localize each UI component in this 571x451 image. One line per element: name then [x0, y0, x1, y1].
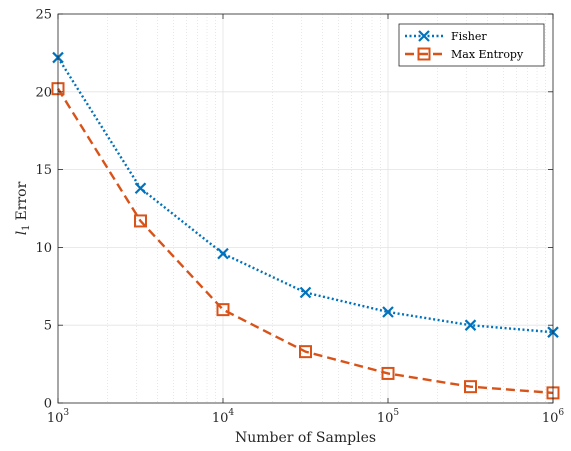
y-tick-label: 5 — [44, 319, 52, 334]
x-tick-label: 104 — [212, 408, 235, 426]
x-tick-label: 106 — [542, 408, 565, 426]
data-point — [134, 182, 147, 195]
series-2 — [51, 82, 560, 400]
data-point-stroke — [382, 306, 394, 318]
data-point — [464, 319, 477, 331]
data-point-stroke — [299, 286, 312, 299]
legend-entry: Max Entropy — [405, 47, 524, 61]
data-point-stroke — [134, 182, 147, 195]
series-line — [56, 88, 554, 395]
data-point-stroke — [464, 319, 477, 331]
y-axis-label-subscript: 1 — [21, 224, 32, 230]
plot-frame — [57, 13, 554, 404]
y-tick-label: 25 — [35, 8, 52, 23]
data-point — [417, 47, 431, 61]
data-point — [382, 306, 394, 318]
x-tick-label: 105 — [377, 408, 400, 426]
data-point — [381, 366, 395, 380]
y-tick-label: 10 — [35, 241, 52, 256]
data-point — [216, 303, 230, 317]
data-point — [217, 247, 229, 260]
series-layer — [51, 51, 560, 400]
y-tick-label: 20 — [35, 85, 52, 100]
y-axis-label-text: Error — [14, 181, 30, 220]
legend-entry: Fisher — [405, 30, 487, 43]
data-point — [133, 214, 147, 228]
axis-ticks: 103 104 105 106 0 5 10 15 20 25 — [35, 8, 564, 427]
y-axis-label-symbol: l — [14, 231, 30, 235]
data-point-stroke — [418, 30, 430, 42]
x-axis-label: Number of Samples — [235, 430, 376, 446]
y-axis-label: l1 Error — [14, 181, 32, 235]
legend-label: Fisher — [451, 30, 487, 43]
legend-label: Max Entropy — [451, 48, 524, 61]
data-point — [299, 286, 312, 299]
legend: Fisher Max Entropy — [398, 23, 545, 67]
series-1 — [52, 51, 559, 338]
data-point — [418, 30, 430, 42]
data-point — [299, 345, 313, 359]
data-point-stroke — [217, 247, 229, 260]
y-tick-label: 0 — [44, 397, 52, 412]
x-tick-label: 103 — [47, 408, 70, 426]
y-tick-label: 15 — [35, 163, 52, 178]
data-point — [464, 380, 478, 394]
